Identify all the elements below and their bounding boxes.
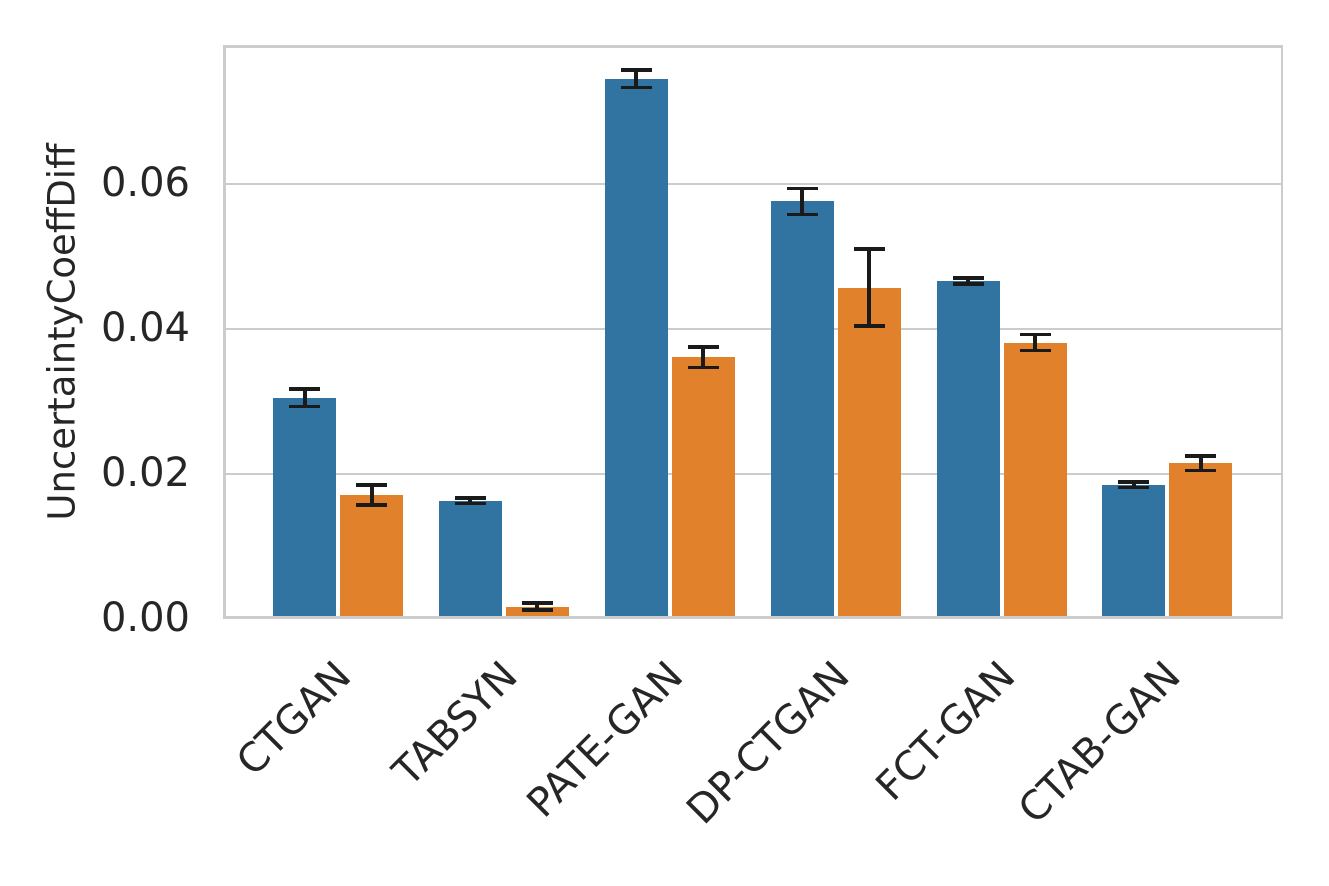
error-bar-cap-bottom-orange-PATE-GAN <box>687 365 719 370</box>
error-bar-cap-bottom-orange-TABSYN <box>521 608 553 612</box>
error-bar-cap-top-blue-CTGAN <box>289 387 321 391</box>
bar-blue-PATE-GAN <box>604 78 668 616</box>
bar-blue-CTAB-GAN <box>1102 484 1166 616</box>
error-bar-cap-bottom-orange-DP-CTGAN <box>853 324 885 328</box>
error-bar-line-blue-TABSYN <box>468 497 473 504</box>
error-bar-cap-top-orange-CTAB-GAN <box>1185 454 1217 458</box>
error-bar-cap-top-orange-DP-CTGAN <box>853 247 885 251</box>
y-tick-label-0.00: 0.00 <box>100 595 190 642</box>
plot-border-top <box>223 45 1283 48</box>
error-bar-cap-top-orange-CTGAN <box>356 483 388 487</box>
error-bar-line-blue-CTAB-GAN <box>1131 481 1136 488</box>
error-bar-cap-top-blue-CTAB-GAN <box>1118 480 1150 484</box>
error-bar-line-orange-DP-CTGAN <box>867 249 872 326</box>
error-bar-cap-bottom-blue-PATE-GAN <box>620 85 652 90</box>
error-bar-line-blue-CTGAN <box>302 389 307 407</box>
bar-orange-CTGAN <box>340 494 404 616</box>
x-tick-label-CTGAN: CTGAN <box>228 652 361 785</box>
error-bar-cap-bottom-blue-TABSYN <box>454 501 486 506</box>
error-bar-cap-top-orange-TABSYN <box>521 601 553 605</box>
x-tick-label-TABSYN: TABSYN <box>384 652 527 796</box>
error-bar-cap-top-blue-FCT-GAN <box>952 276 984 280</box>
error-bar-line-blue-FCT-GAN <box>966 278 971 284</box>
error-bar-line-orange-CTGAN <box>369 484 374 506</box>
y-tick-label-0.04: 0.04 <box>100 305 190 352</box>
error-bar-line-blue-PATE-GAN <box>634 70 639 88</box>
x-tick-label-CTAB-GAN: CTAB-GAN <box>1010 652 1190 833</box>
bar-blue-FCT-GAN <box>936 281 1000 616</box>
error-bar-cap-top-orange-PATE-GAN <box>687 345 719 349</box>
error-bar-cap-bottom-blue-FCT-GAN <box>952 282 984 286</box>
error-bar-line-orange-FCT-GAN <box>1033 334 1038 351</box>
bar-blue-DP-CTGAN <box>770 201 834 616</box>
error-bar-cap-bottom-blue-CTGAN <box>289 404 321 409</box>
bar-orange-DP-CTGAN <box>837 287 901 616</box>
error-bar-cap-bottom-orange-FCT-GAN <box>1019 348 1051 353</box>
plot-border-right <box>1280 45 1283 619</box>
y-tick-label-0.06: 0.06 <box>100 160 190 207</box>
x-tick-label-FCT-GAN: FCT-GAN <box>867 652 1024 810</box>
gridline-0.02 <box>223 473 1283 475</box>
error-bar-line-blue-DP-CTGAN <box>800 188 805 215</box>
error-bar-line-orange-TABSYN <box>535 602 540 611</box>
y-axis-label: UncertaintyCoeffDiff <box>40 143 84 521</box>
error-bar-cap-bottom-blue-CTAB-GAN <box>1118 485 1150 490</box>
bar-blue-TABSYN <box>438 500 502 616</box>
error-bar-cap-top-blue-PATE-GAN <box>620 68 652 72</box>
x-tick-label-DP-CTGAN: DP-CTGAN <box>677 652 859 834</box>
gridline-0.06 <box>223 183 1283 185</box>
plot-area <box>223 45 1283 619</box>
plot-border-left <box>223 45 226 619</box>
error-bar-cap-top-blue-TABSYN <box>454 496 486 500</box>
bar-orange-CTAB-GAN <box>1169 463 1233 616</box>
error-bar-cap-bottom-blue-DP-CTGAN <box>786 212 818 217</box>
error-bar-cap-bottom-orange-CTGAN <box>356 503 388 507</box>
error-bar-line-orange-PATE-GAN <box>701 347 706 368</box>
error-bar-cap-top-orange-FCT-GAN <box>1019 332 1051 337</box>
error-bar-cap-top-blue-DP-CTGAN <box>786 186 818 190</box>
bar-blue-CTGAN <box>273 397 337 616</box>
y-tick-label-0.02: 0.02 <box>100 450 190 497</box>
error-bar-cap-bottom-orange-CTAB-GAN <box>1185 468 1217 473</box>
x-tick-label-PATE-GAN: PATE-GAN <box>518 652 693 827</box>
gridline-0.04 <box>223 328 1283 330</box>
bar-orange-FCT-GAN <box>1003 342 1067 616</box>
error-bar-line-orange-CTAB-GAN <box>1198 455 1203 471</box>
bar-orange-PATE-GAN <box>671 357 735 616</box>
x-axis-line <box>223 616 1283 619</box>
